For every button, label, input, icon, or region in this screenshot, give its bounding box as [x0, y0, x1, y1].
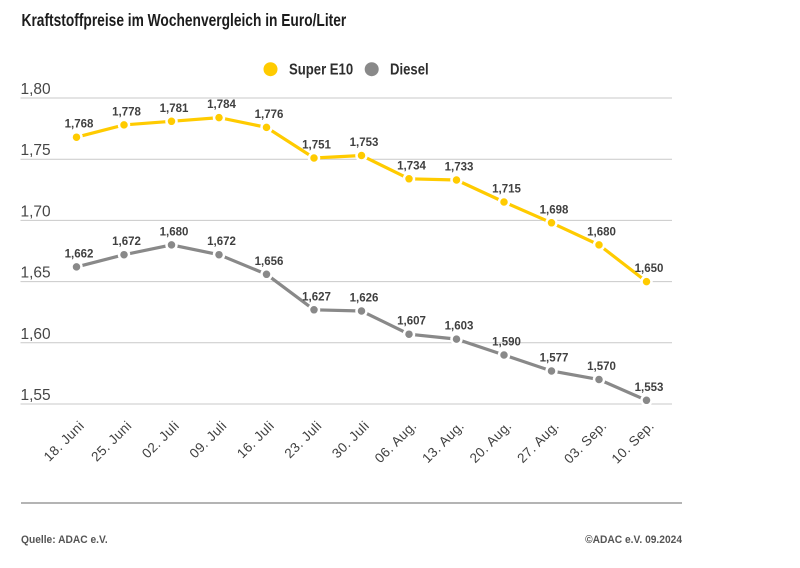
svg-text:1,781: 1,781 [160, 103, 189, 115]
svg-text:1,553: 1,553 [635, 382, 664, 394]
svg-text:1,55: 1,55 [21, 387, 51, 404]
svg-text:1,778: 1,778 [112, 106, 141, 118]
svg-text:1,656: 1,656 [255, 256, 284, 268]
svg-text:1,577: 1,577 [540, 353, 569, 365]
svg-text:1,603: 1,603 [445, 321, 474, 333]
svg-text:©ADAC e.V. 09.2024: ©ADAC e.V. 09.2024 [585, 534, 682, 546]
svg-text:1,715: 1,715 [492, 184, 521, 196]
svg-text:1,607: 1,607 [397, 316, 426, 328]
svg-text:Diesel: Diesel [390, 61, 429, 78]
svg-text:1,734: 1,734 [397, 160, 426, 172]
svg-text:1,75: 1,75 [21, 142, 51, 159]
svg-text:1,672: 1,672 [207, 236, 236, 248]
svg-text:1,662: 1,662 [65, 248, 94, 260]
svg-text:Super E10: Super E10 [289, 61, 353, 78]
svg-text:1,65: 1,65 [21, 265, 51, 282]
svg-text:1,650: 1,650 [635, 263, 664, 275]
svg-text:1,80: 1,80 [21, 81, 52, 98]
svg-text:1,672: 1,672 [112, 236, 141, 248]
svg-text:1,626: 1,626 [350, 293, 379, 305]
svg-text:1,768: 1,768 [65, 119, 94, 131]
svg-text:1,590: 1,590 [492, 337, 521, 349]
svg-text:1,776: 1,776 [255, 109, 284, 121]
svg-text:1,627: 1,627 [302, 291, 331, 303]
svg-text:1,751: 1,751 [302, 140, 331, 152]
svg-text:1,60: 1,60 [21, 326, 52, 343]
svg-text:1,680: 1,680 [160, 226, 189, 238]
svg-text:1,570: 1,570 [587, 361, 616, 373]
svg-text:1,753: 1,753 [350, 137, 379, 149]
svg-text:1,698: 1,698 [540, 204, 569, 216]
svg-text:1,784: 1,784 [207, 99, 236, 111]
svg-text:Quelle: ADAC e.V.: Quelle: ADAC e.V. [21, 534, 108, 546]
svg-text:1,680: 1,680 [587, 226, 616, 238]
svg-text:Kraftstoffpreise im Wochenverg: Kraftstoffpreise im Wochenvergleich in E… [22, 10, 347, 30]
svg-text:1,70: 1,70 [21, 203, 52, 220]
svg-text:1,733: 1,733 [445, 162, 474, 174]
